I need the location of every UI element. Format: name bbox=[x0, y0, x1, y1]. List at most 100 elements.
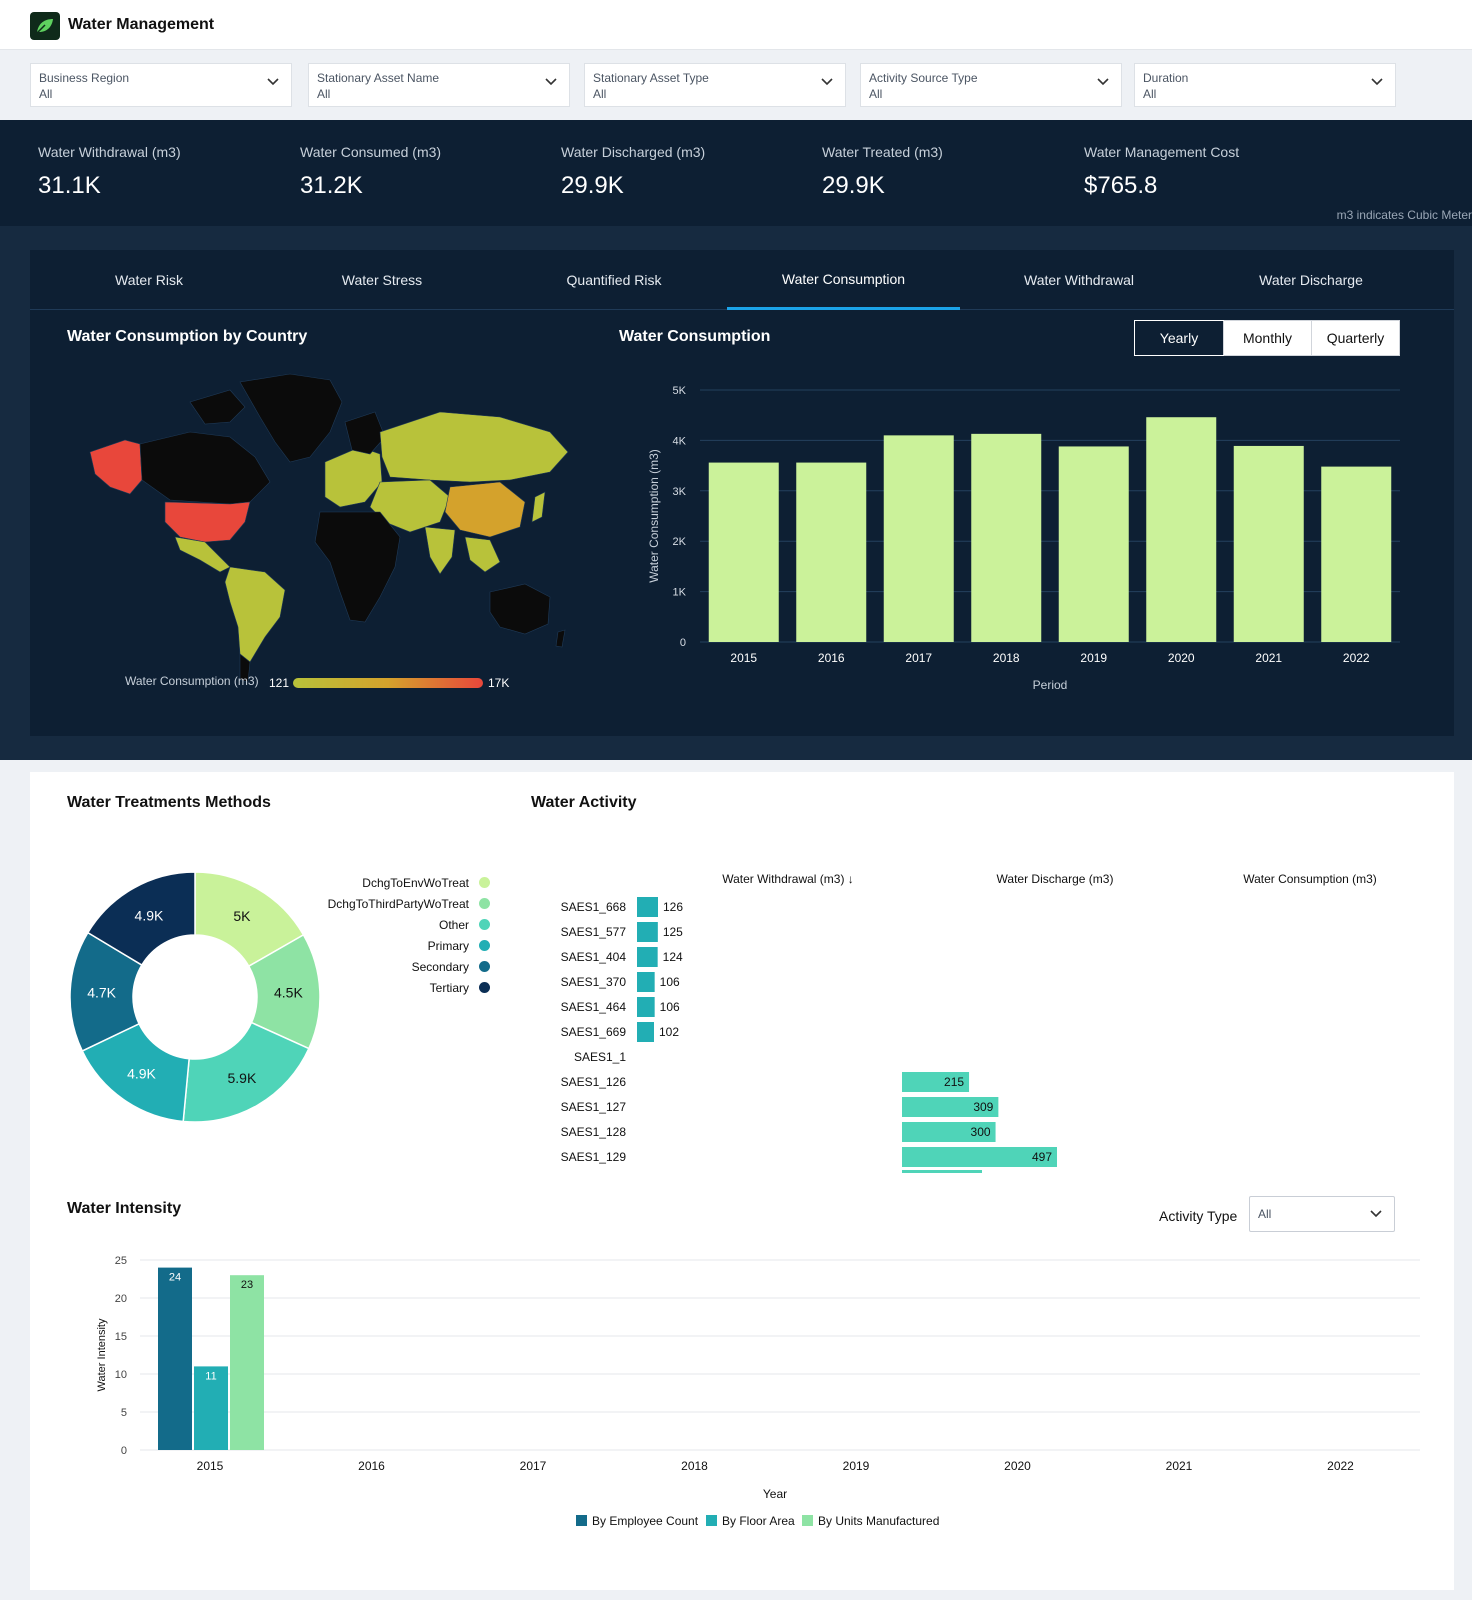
filter-value: All bbox=[39, 87, 53, 101]
world-map[interactable] bbox=[80, 362, 570, 692]
filter-label: Stationary Asset Type bbox=[593, 71, 709, 85]
discharge-bar bbox=[902, 1097, 999, 1117]
row-label: SAES1_370 bbox=[561, 975, 627, 989]
kpi-label: Water Treated (m3) bbox=[822, 144, 943, 160]
legend-item[interactable]: Tertiary bbox=[290, 977, 490, 998]
y-tick-label: 15 bbox=[115, 1331, 127, 1343]
bar bbox=[1233, 445, 1304, 642]
bar bbox=[883, 435, 954, 642]
period-monthly-button[interactable]: Monthly bbox=[1223, 321, 1311, 355]
discharge-value: 215 bbox=[944, 1075, 964, 1089]
withdrawal-value: 102 bbox=[659, 1025, 679, 1039]
map-region-greenland bbox=[239, 373, 343, 463]
y-tick-label: 1K bbox=[673, 587, 687, 599]
filter-label: Stationary Asset Name bbox=[317, 71, 440, 85]
y-tick-label: 5 bbox=[121, 1407, 127, 1419]
withdrawal-value: 124 bbox=[663, 950, 683, 964]
app-logo-icon bbox=[30, 12, 60, 40]
legend-label: By Units Manufactured bbox=[818, 1514, 939, 1528]
legend-swatch bbox=[706, 1515, 717, 1526]
bar bbox=[230, 1275, 264, 1450]
x-tick-label: 2022 bbox=[1343, 651, 1370, 665]
data-label: 11 bbox=[205, 1370, 216, 1382]
row-label: SAES1_669 bbox=[561, 1025, 627, 1039]
map-legend-label: Water Consumption (m3) bbox=[125, 674, 259, 688]
discharge-value: 497 bbox=[1032, 1150, 1052, 1164]
bar bbox=[1321, 466, 1392, 642]
filter-activity-source-type[interactable]: Activity Source Type All bbox=[860, 63, 1122, 107]
filter-stationary-asset-name[interactable]: Stationary Asset Name All bbox=[308, 63, 570, 107]
legend-item[interactable]: DchgToEnvWoTreat bbox=[290, 872, 490, 893]
period-yearly-button[interactable]: Yearly bbox=[1134, 320, 1224, 356]
column-header: Water Withdrawal (m3) ↓ bbox=[722, 872, 854, 886]
y-tick-label: 0 bbox=[680, 637, 686, 649]
consumption-chart-title: Water Consumption bbox=[619, 328, 771, 345]
row-label: SAES1_127 bbox=[561, 1100, 627, 1114]
withdrawal-bar bbox=[637, 997, 655, 1017]
kpi-label: Water Discharged (m3) bbox=[561, 144, 706, 160]
bar bbox=[708, 462, 779, 642]
filter-label: Duration bbox=[1143, 71, 1189, 85]
legend-item[interactable]: Other bbox=[290, 914, 490, 935]
withdrawal-value: 125 bbox=[663, 925, 683, 939]
filter-duration[interactable]: Duration All bbox=[1134, 63, 1396, 107]
tab-water-risk[interactable]: Water Risk bbox=[115, 272, 183, 288]
withdrawal-value: 126 bbox=[663, 900, 683, 914]
bar bbox=[1058, 446, 1129, 642]
legend-item[interactable]: Secondary bbox=[290, 956, 490, 977]
tab-water-stress[interactable]: Water Stress bbox=[341, 272, 423, 288]
filter-stationary-asset-type[interactable]: Stationary Asset Type All bbox=[584, 63, 846, 107]
slice-label: 4.9K bbox=[127, 1066, 156, 1082]
x-tick-label: 2020 bbox=[1168, 651, 1195, 665]
y-tick-label: 3K bbox=[673, 486, 687, 498]
period-quarterly-button[interactable]: Quarterly bbox=[1311, 321, 1399, 355]
map-region-arctic-islands bbox=[189, 389, 246, 425]
map-region-canada bbox=[139, 431, 271, 505]
legend-item[interactable]: Primary bbox=[290, 935, 490, 956]
withdrawal-bar bbox=[637, 922, 658, 942]
tab-water-consumption[interactable]: Water Consumption bbox=[727, 250, 960, 310]
legend-item[interactable]: DchgToThirdPartyWoTreat bbox=[290, 893, 490, 914]
legend-label: Tertiary bbox=[429, 980, 469, 995]
lower-panel: Water Treatments Methods 5K 4.5K 5.9K 4.9K 4… bbox=[30, 772, 1454, 1590]
app-header: Water Management bbox=[0, 0, 1472, 50]
map-region-china bbox=[444, 481, 526, 538]
treatments-legend: DchgToEnvWoTreat DchgToThirdPartyWoTreat O… bbox=[290, 872, 490, 998]
tab-bar: Water Risk Water Stress Quantified Risk … bbox=[30, 250, 1454, 310]
tab-quantified-risk[interactable]: Quantified Risk bbox=[566, 272, 662, 288]
x-tick-label: 2019 bbox=[843, 1459, 870, 1473]
filter-label: Activity Source Type bbox=[869, 71, 978, 85]
filter-business-region[interactable]: Business Region All bbox=[30, 63, 292, 107]
y-axis-label: Water Intensity bbox=[96, 1318, 108, 1391]
tab-water-discharge[interactable]: Water Discharge bbox=[1259, 272, 1363, 288]
bar bbox=[194, 1366, 228, 1450]
row-label: SAES1_668 bbox=[561, 900, 627, 914]
chevron-down-icon bbox=[1371, 78, 1383, 86]
legend-swatch bbox=[576, 1515, 587, 1526]
y-tick-label: 5K bbox=[673, 385, 687, 397]
chevron-down-icon bbox=[1370, 1210, 1382, 1218]
kpi-band: Water Withdrawal (m3) 31.1K Water Consum… bbox=[0, 120, 1472, 226]
donut-slice bbox=[182, 1021, 310, 1123]
filter-value: All bbox=[317, 87, 331, 101]
kpi-label: Water Consumed (m3) bbox=[300, 144, 442, 160]
map-region-australia bbox=[489, 583, 551, 635]
map-region-new-zealand bbox=[555, 629, 566, 648]
activity-type-label: Activity Type bbox=[1159, 1208, 1238, 1224]
legend-label: DchgToThirdPartyWoTreat bbox=[327, 896, 469, 911]
y-tick-label: 4K bbox=[673, 435, 687, 447]
kpi-water-treated: Water Treated (m3) 29.9K bbox=[822, 144, 943, 200]
x-tick-label: 2019 bbox=[1080, 651, 1107, 665]
legend-dot-icon bbox=[479, 961, 490, 972]
app-title: Water Management bbox=[68, 16, 215, 33]
discharge-value: 300 bbox=[971, 1125, 991, 1139]
withdrawal-value: 106 bbox=[660, 975, 680, 989]
column-header: Water Discharge (m3) bbox=[997, 872, 1114, 886]
row-label: SAES1_129 bbox=[561, 1150, 627, 1164]
filter-value: All bbox=[869, 87, 883, 101]
y-tick-label: 2K bbox=[673, 536, 687, 548]
activity-type-select[interactable]: All bbox=[1249, 1196, 1395, 1232]
donut-slice bbox=[86, 871, 196, 967]
row-label: SAES1_577 bbox=[561, 925, 627, 939]
tab-water-withdrawal[interactable]: Water Withdrawal bbox=[1024, 272, 1134, 288]
